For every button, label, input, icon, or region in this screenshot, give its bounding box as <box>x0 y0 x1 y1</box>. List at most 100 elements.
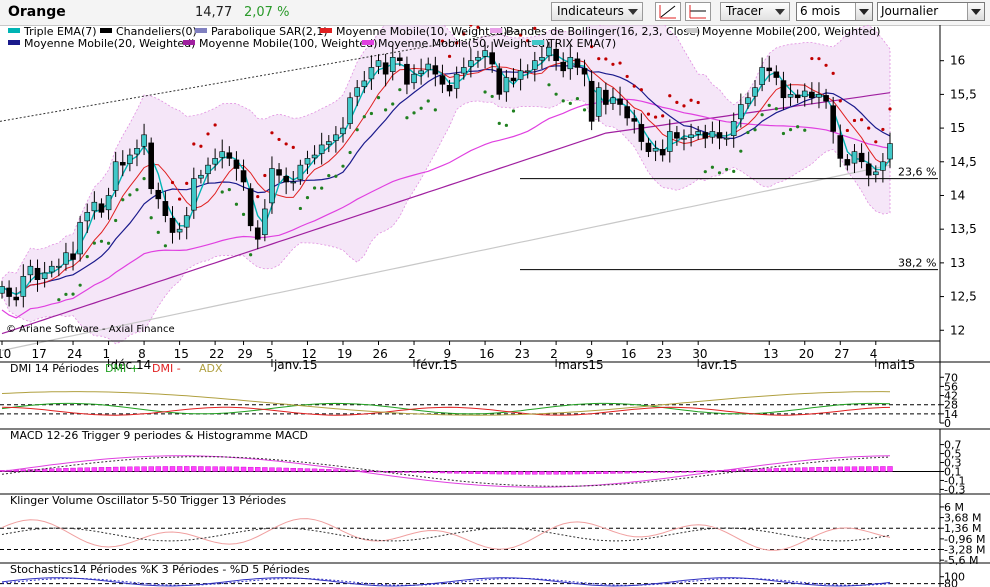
indicators-label: Indicateurs <box>557 4 624 18</box>
candle <box>446 84 453 92</box>
macd-histogram-bar <box>311 468 318 472</box>
sar-point <box>554 92 558 96</box>
macd-histogram-bar <box>482 471 488 475</box>
sar-point <box>398 88 402 92</box>
macd-histogram-bar <box>524 471 531 475</box>
interval-value: Journalier <box>881 4 939 18</box>
legend-entry: Triple EMA(7) <box>23 25 97 38</box>
day-label: 19 <box>337 347 352 361</box>
candle <box>738 104 744 120</box>
sar-point <box>149 216 153 220</box>
legend-entry: Moyenne Mobile(200, Weighted) <box>702 25 880 38</box>
sar-point <box>561 99 565 103</box>
sar-point <box>114 218 118 223</box>
candle <box>56 265 62 268</box>
candle <box>105 195 112 211</box>
candle <box>382 62 389 75</box>
sar-point <box>483 90 487 94</box>
macd-histogram-bar <box>517 471 524 475</box>
candle <box>780 80 787 99</box>
candle <box>816 94 822 98</box>
candle <box>567 57 574 70</box>
candle <box>226 152 233 159</box>
macd-histogram-bar <box>816 467 822 472</box>
sar-point <box>682 104 686 108</box>
macd-histogram-bar <box>425 471 431 473</box>
sar-point <box>518 33 523 37</box>
sar-point <box>490 94 494 99</box>
macd-histogram-bar <box>638 471 645 473</box>
sar-point <box>227 188 231 192</box>
interval-select[interactable]: Journalier <box>877 2 985 21</box>
sar-point <box>206 132 210 136</box>
day-label: 23 <box>657 347 672 361</box>
day-label: 16 <box>621 347 636 361</box>
candle <box>588 80 595 122</box>
sar-point <box>703 170 707 174</box>
indicators-button[interactable]: Indicateurs <box>551 2 643 21</box>
macd-histogram-bar <box>468 471 474 474</box>
bollinger-band <box>1 25 891 345</box>
macd-histogram-bar <box>240 466 247 472</box>
panel-tick-label: 14 <box>944 408 958 421</box>
candle <box>404 63 410 85</box>
candle <box>247 188 254 227</box>
candle <box>375 60 382 67</box>
sar-point <box>178 197 182 201</box>
chevron-down-icon <box>628 9 638 15</box>
sar-point <box>760 113 764 117</box>
panel-title-macd: MACD 12-26 Trigger 9 periodes & Histogra… <box>10 429 308 442</box>
chevron-down-icon <box>967 3 984 20</box>
horizontal-line-tool-icon[interactable] <box>685 2 711 21</box>
sar-point <box>796 125 800 129</box>
mm20-line <box>1 65 891 295</box>
sar-point <box>412 111 416 115</box>
macd-histogram-bar <box>41 468 48 472</box>
candle <box>489 52 495 65</box>
draw-button[interactable]: Tracer <box>720 2 790 21</box>
panel-tick-label: -5,6 M <box>944 554 978 567</box>
sar-point <box>263 173 267 178</box>
period-select[interactable]: 6 mois <box>796 2 873 21</box>
candle <box>41 272 48 280</box>
day-label: 26 <box>373 347 388 361</box>
candle <box>468 60 474 67</box>
panel-tick-label: 70 <box>944 371 958 384</box>
sar-point <box>639 88 643 92</box>
macd-histogram-bar <box>105 467 112 472</box>
legend-swatch <box>183 40 195 45</box>
sar-point <box>85 255 89 259</box>
candle <box>475 57 481 61</box>
macd-histogram-bar <box>368 470 375 472</box>
candle <box>766 67 773 72</box>
sar-point <box>384 108 388 112</box>
candle <box>674 132 680 139</box>
macd-histogram-bar <box>219 466 225 472</box>
panel-legend-entry: DMI + <box>105 362 139 375</box>
sar-point <box>582 108 587 112</box>
candle <box>418 70 424 74</box>
macd-histogram-bar <box>439 471 446 474</box>
macd-histogram-bar <box>560 471 566 475</box>
macd-line <box>1 455 891 488</box>
sar-point <box>533 26 537 30</box>
line-tool-icon[interactable] <box>655 2 681 21</box>
legend-entry: Bandes de Bollinger(16, 2,3, Close) <box>506 25 700 38</box>
sar-point <box>192 142 196 146</box>
candle <box>169 217 176 233</box>
sar-point <box>142 177 146 181</box>
chart-legend: Triple EMA(7) Chandeliers(0) Parabolique S… <box>8 25 880 50</box>
sar-point <box>426 99 430 103</box>
macd-histogram-bar <box>304 468 311 472</box>
sar-point <box>597 57 601 61</box>
candle <box>318 144 325 154</box>
macd-histogram-bar <box>731 469 737 472</box>
day-label: 9 <box>444 347 452 361</box>
sar-point <box>170 180 175 185</box>
candle <box>347 97 353 124</box>
legend-swatch <box>8 28 20 33</box>
sar-point <box>618 61 622 65</box>
sar-point <box>348 150 352 155</box>
day-label: 20 <box>799 347 814 361</box>
